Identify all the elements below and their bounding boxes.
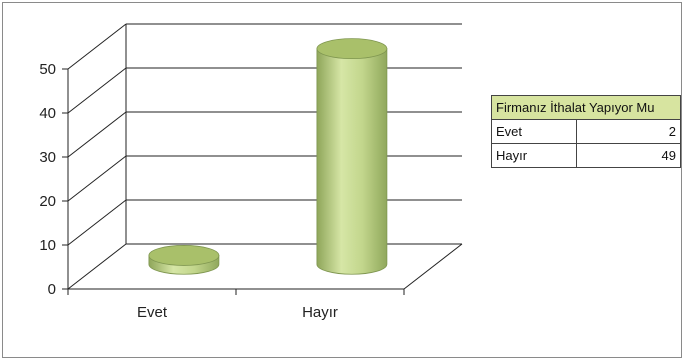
- axes: [62, 24, 463, 295]
- y-tick-label: 10: [39, 237, 56, 254]
- gridline-side: [67, 23, 127, 70]
- table-cell-label: Evet: [491, 119, 577, 144]
- bar-body: [316, 48, 388, 275]
- y-tick-label: 20: [39, 193, 56, 210]
- gridline-side: [67, 111, 127, 158]
- gridline-side: [67, 67, 127, 114]
- gridlines: [67, 23, 462, 290]
- table-header: Firmanız İthalat Yapıyor Mu: [491, 95, 681, 120]
- bar-top: [148, 245, 220, 266]
- y-tick-labels: 0 10 20 30 40 50: [39, 61, 56, 298]
- gridline-side: [67, 155, 127, 202]
- data-table: Firmanız İthalat Yapıyor Mu Evet 2 Hayır…: [491, 95, 681, 168]
- y-tick-label: 50: [39, 61, 56, 78]
- table-row: Hayır 49: [491, 143, 681, 168]
- table-header-row: Firmanız İthalat Yapıyor Mu: [491, 95, 681, 120]
- bar-top: [316, 38, 388, 60]
- floor-right-edge: [403, 243, 463, 290]
- table-row: Evet 2: [491, 119, 681, 144]
- table-cell-value: 49: [576, 143, 681, 168]
- table-cell-value: 2: [576, 119, 681, 144]
- bar-hayır: [316, 38, 388, 275]
- category-labels: Evet Hayır: [137, 304, 338, 321]
- bars: [148, 38, 388, 275]
- y-tick-label: 40: [39, 105, 56, 122]
- x-category-label: Hayır: [302, 304, 338, 321]
- gridline-side: [67, 243, 127, 290]
- y-tick-label: 0: [48, 281, 56, 298]
- y-tick-label: 30: [39, 149, 56, 166]
- table-cell-label: Hayır: [491, 143, 577, 168]
- bar-evet: [148, 245, 220, 275]
- x-category-label: Evet: [137, 304, 168, 321]
- gridline-side: [67, 199, 127, 246]
